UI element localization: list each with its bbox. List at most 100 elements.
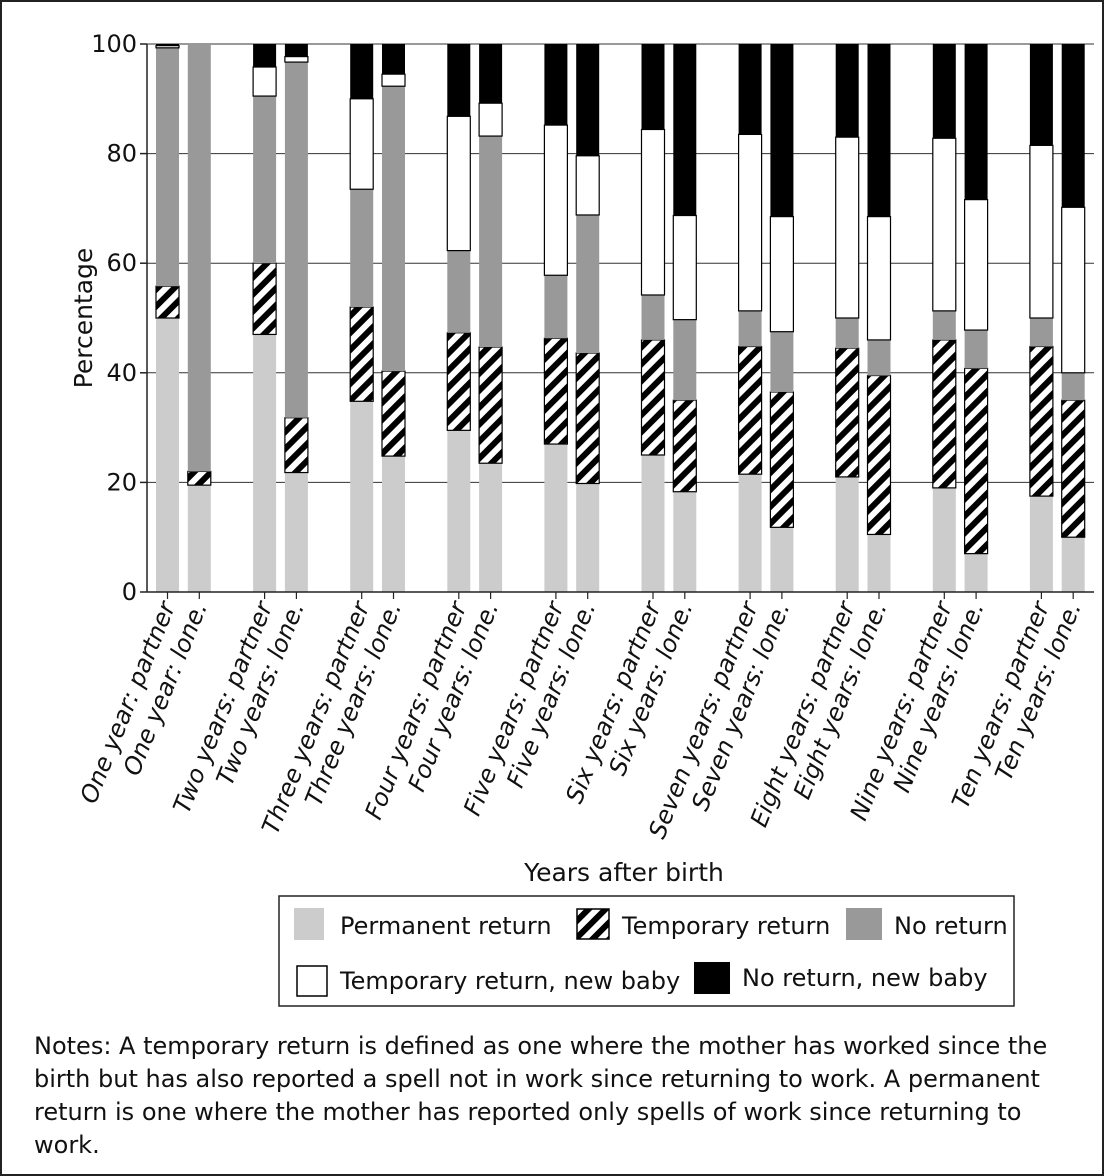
legend-swatch-no-return <box>846 908 882 940</box>
legend-box <box>278 895 1015 1007</box>
bar-segment-temporary-return-new-baby <box>284 56 309 63</box>
legend-swatch-temporary-return-new-baby <box>296 965 328 997</box>
bar-segment-no-return <box>544 275 568 339</box>
bar-segment-temporary-return <box>672 399 697 493</box>
bar-segment-temporary-return <box>932 339 957 489</box>
bar-segment-permanent-return <box>1029 496 1053 592</box>
bar-segment-no-return <box>576 214 600 354</box>
bar-segment-no-return-new-baby <box>576 44 600 156</box>
bar-segment-temporary-return <box>349 306 374 402</box>
bar-segment-no-return <box>673 319 697 401</box>
bar-segment-no-return <box>253 96 277 264</box>
y-axis-label: Percentage <box>69 248 98 389</box>
legend: Permanent return Temporary return No ret… <box>278 895 1015 1007</box>
y-tick-label: 40 <box>106 359 137 387</box>
bar-segment-temporary-return-new-baby <box>866 216 892 341</box>
bar-segment-no-return-new-baby <box>1029 44 1053 146</box>
bar-segment-temporary-return-new-baby <box>963 199 989 331</box>
bar-segment-permanent-return <box>253 334 277 592</box>
bar-segment-no-return-new-baby <box>641 44 665 130</box>
bar-segment-temporary-return-new-baby <box>381 73 406 87</box>
legend-swatch-no-return-new-baby <box>694 962 730 994</box>
bar-segment-no-return <box>1061 372 1085 401</box>
bar-segment-temporary-return <box>543 337 569 445</box>
bar-segment-temporary-return <box>446 332 471 431</box>
bar-segment-permanent-return <box>284 472 308 592</box>
bar-segment-temporary-return <box>155 285 180 319</box>
bar-segment-temporary-return <box>187 470 212 486</box>
bar-segment-permanent-return <box>156 318 179 592</box>
axes: 0 20 40 60 80 100 <box>91 30 1094 606</box>
bar-segment-no-return-new-baby <box>738 44 762 135</box>
bar-segment-temporary-return <box>478 346 503 464</box>
bar-segment-temporary-return-new-baby <box>835 136 860 319</box>
bar-segment-permanent-return <box>770 527 794 592</box>
bar-segment-temporary-return-new-baby <box>672 214 697 321</box>
bar-segment-temporary-return-new-baby <box>155 45 180 49</box>
bar-segment-temporary-return <box>737 345 763 475</box>
bar-segment-temporary-return-new-baby <box>769 216 795 333</box>
bar-segment-no-return <box>156 47 179 287</box>
legend-label-no-return: No return <box>894 912 1008 940</box>
y-tick-label: 100 <box>91 30 137 58</box>
bars <box>155 44 1086 592</box>
bar-segment-permanent-return <box>641 455 665 592</box>
bar-segment-no-return-new-baby <box>350 44 374 99</box>
bar-segment-temporary-return <box>284 417 309 474</box>
bar-segment-no-return <box>1029 318 1053 347</box>
bar-segment-temporary-return <box>835 347 860 478</box>
bar-segment-no-return <box>447 250 471 333</box>
bar-segment-permanent-return <box>932 487 956 592</box>
bar-segment-temporary-return <box>252 262 277 336</box>
legend-label-no-return-new-baby: No return, new baby <box>742 964 988 992</box>
chart-notes: Notes: A temporary return is defined as … <box>34 1032 1048 1159</box>
bar-segment-permanent-return <box>447 430 471 592</box>
bar-segment-no-return-new-baby <box>253 44 277 68</box>
bar-segment-temporary-return-new-baby <box>252 66 277 97</box>
legend-label-temporary-return-new-baby: Temporary return, new baby <box>339 967 680 995</box>
bar-segment-temporary-return <box>1029 345 1054 497</box>
bar-segment-no-return-new-baby <box>867 44 891 217</box>
bar-segment-temporary-return-new-baby <box>1061 206 1086 374</box>
bar-segment-no-return-new-baby <box>544 44 568 126</box>
y-tick-label: 60 <box>106 249 137 277</box>
bar-segment-permanent-return <box>479 463 503 592</box>
bar-segment-temporary-return-new-baby <box>737 133 763 312</box>
bar-segment-no-return <box>382 86 405 372</box>
bar-segment-temporary-return-new-baby <box>543 124 569 276</box>
legend-label-permanent-return: Permanent return <box>340 912 552 940</box>
bar-segment-no-return-new-baby <box>479 44 503 104</box>
legend-swatch-permanent-return <box>294 908 324 940</box>
bar-segment-temporary-return <box>640 339 666 456</box>
bar-segment-no-return <box>932 310 956 340</box>
bar-segment-permanent-return <box>673 491 697 592</box>
bar-segment-no-return-new-baby <box>284 44 308 57</box>
bar-segment-permanent-return <box>382 456 405 592</box>
bar-segment-temporary-return-new-baby <box>1029 144 1054 319</box>
bar-segment-permanent-return <box>835 476 859 592</box>
bar-segment-temporary-return <box>381 370 406 457</box>
bar-segment-no-return <box>835 318 859 349</box>
bar-segment-no-return <box>284 62 308 418</box>
bar-segment-temporary-return-new-baby <box>446 115 471 252</box>
bar-segment-temporary-return-new-baby <box>349 98 374 190</box>
bar-segment-no-return <box>738 310 762 347</box>
bar-segment-no-return-new-baby <box>932 44 956 139</box>
x-axis-label: Years after birth <box>523 858 724 887</box>
bar-segment-no-return <box>964 330 988 369</box>
bar-segment-no-return-new-baby <box>964 44 988 200</box>
bar-segment-no-return-new-baby <box>382 44 405 75</box>
bar-segment-no-return <box>479 136 503 348</box>
bar-segment-no-return-new-baby <box>156 44 179 46</box>
bar-segment-permanent-return <box>576 483 600 592</box>
bar-segment-no-return <box>187 44 211 472</box>
bar-segment-permanent-return <box>187 485 211 592</box>
bar-segment-permanent-return <box>544 444 568 592</box>
bar-segment-temporary-return <box>769 391 795 528</box>
bar-segment-temporary-return <box>963 367 989 555</box>
bar-segment-no-return-new-baby <box>447 44 471 117</box>
bar-segment-permanent-return <box>350 401 374 592</box>
bar-segment-temporary-return <box>1061 399 1086 538</box>
